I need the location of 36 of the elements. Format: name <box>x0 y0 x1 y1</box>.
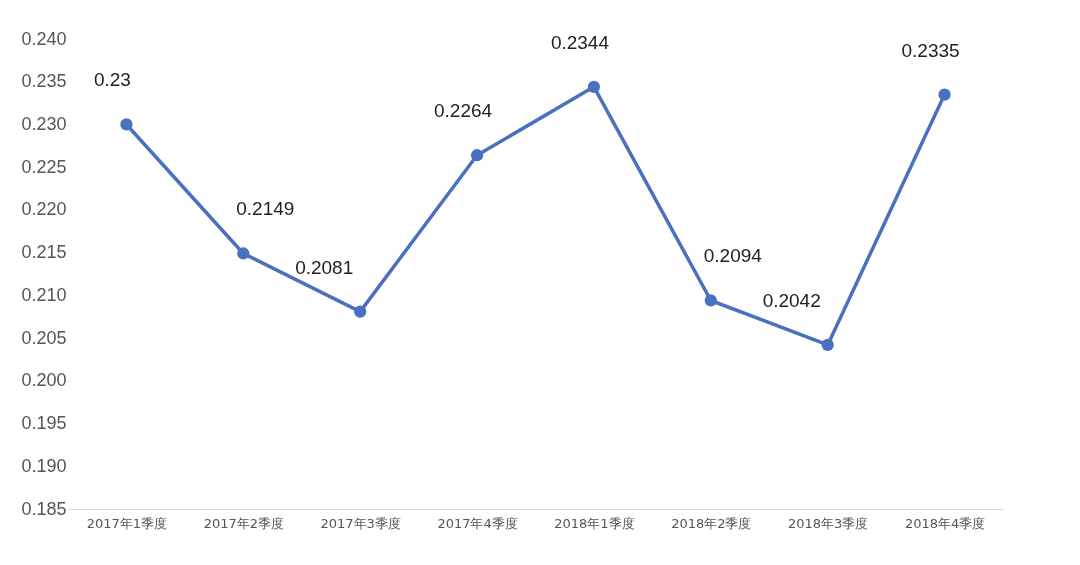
point <box>354 305 367 318</box>
x-tick-label: 2017年2季度 <box>203 515 284 531</box>
data-label: 0.2335 <box>901 39 960 61</box>
point <box>470 149 484 162</box>
point <box>938 88 951 101</box>
y-tick-label: 0.205 <box>21 327 67 348</box>
y-tick-label: 0.190 <box>21 455 67 476</box>
x-tick-label: 2017年1季度 <box>86 515 168 531</box>
y-tick-label: 0.240 <box>21 28 67 49</box>
y-tick-label: 0.230 <box>21 113 67 134</box>
y-tick-label: 0.185 <box>21 498 67 519</box>
y-tick-label: 0.225 <box>21 156 67 177</box>
point <box>821 338 834 352</box>
data-label: 0.2344 <box>550 31 610 53</box>
data-label: 0.2149 <box>236 198 295 220</box>
data-label: 0.23 <box>93 69 131 91</box>
x-tick-label: 2018年1季度 <box>554 515 635 531</box>
data-label: 0.2042 <box>762 289 821 311</box>
y-tick-label: 0.235 <box>21 71 67 92</box>
x-tick-label: 2017年4季度 <box>437 515 518 531</box>
y-tick-label: 0.210 <box>21 284 67 305</box>
data-label: 0.2264 <box>434 100 493 122</box>
x-tick-label: 2018年4季度 <box>904 515 986 531</box>
x-tick-label: 2017年3季度 <box>320 515 401 531</box>
point <box>587 80 601 93</box>
data-label: 0.2081 <box>295 256 354 278</box>
data-label: 0.2094 <box>703 245 763 267</box>
y-tick-label: 0.220 <box>21 199 67 220</box>
y-tick-label: 0.195 <box>21 413 67 434</box>
y-tick-label: 0.200 <box>21 370 67 391</box>
x-tick-label: 2018年2季度 <box>671 515 752 531</box>
point <box>120 118 133 131</box>
point <box>704 294 717 307</box>
x-tick-label: 2018年3季度 <box>788 515 869 531</box>
point <box>237 247 250 260</box>
y-tick-label: 0.215 <box>21 242 67 263</box>
